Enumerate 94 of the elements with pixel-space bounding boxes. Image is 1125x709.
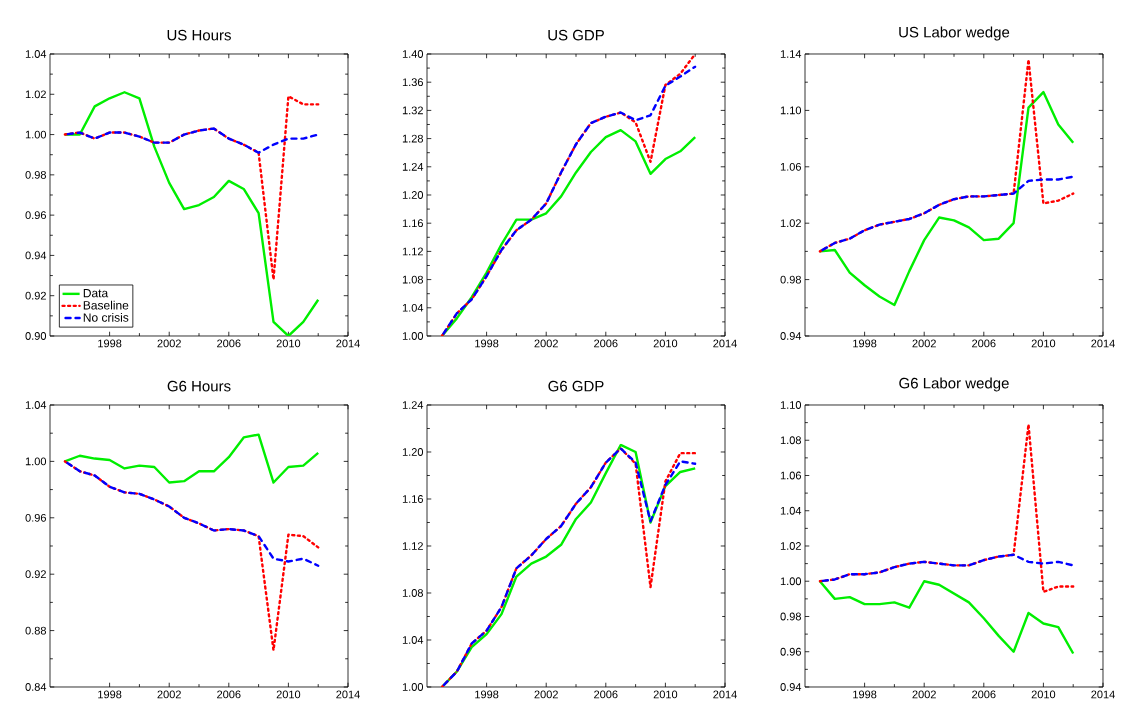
x-tick-label: 2010 (1031, 690, 1056, 699)
line-series (63, 460, 320, 567)
y-tick-label: 1.08 (402, 589, 423, 597)
y-tick-label: 1.16 (402, 495, 423, 503)
y-tick-label: 1.04 (402, 303, 424, 312)
x-tick-label: 2002 (157, 690, 181, 699)
y-tick-label: 0.98 (780, 275, 801, 284)
chart-title: US Labor wedge (899, 26, 1010, 41)
x-tick-label: 2014 (1091, 690, 1115, 699)
x-tick-label: 2010 (1031, 339, 1056, 348)
line-series (63, 460, 320, 652)
y-tick-label: 1.06 (780, 471, 801, 480)
x-tick-label: 2010 (653, 690, 678, 699)
y-tick-label: 1.12 (402, 247, 423, 256)
x-tick-label: 2006 (594, 690, 618, 699)
y-tick-label: 0.96 (25, 513, 46, 522)
y-tick-label: 1.16 (402, 219, 423, 228)
legend-label: No crisis (83, 312, 129, 322)
y-tick-label: 1.20 (402, 191, 424, 199)
y-tick-label: 1.10 (780, 106, 802, 115)
legend-label: Data (83, 288, 109, 298)
y-tick-label: 1.08 (780, 436, 801, 445)
line-series (818, 90, 1075, 307)
chart-title: G6 Hours (167, 380, 231, 392)
y-tick-label: 0.96 (25, 211, 46, 220)
x-tick-label: 2014 (713, 339, 737, 348)
y-tick-label: 1.24 (402, 162, 424, 171)
y-tick-label: 0.96 (780, 647, 801, 656)
x-tick-label: 2002 (534, 339, 558, 348)
x-tick-label: 2006 (217, 690, 241, 699)
line-series (63, 95, 320, 281)
y-tick-label: 1.02 (780, 219, 801, 228)
x-tick-label: 1998 (475, 690, 499, 699)
y-tick-label: 1.14 (780, 50, 802, 58)
x-tick-label: 2002 (912, 339, 936, 348)
y-tick-label: 0.94 (25, 251, 47, 260)
line-series (818, 175, 1075, 253)
x-tick-label: 2006 (217, 339, 241, 348)
y-tick-label: 1.40 (402, 50, 424, 58)
y-tick-label: 1.04 (25, 401, 47, 409)
x-tick-label: 2006 (972, 339, 996, 348)
y-tick-label: 1.08 (402, 275, 423, 284)
y-tick-label: 1.20 (402, 448, 424, 456)
y-tick-label: 1.02 (25, 90, 46, 99)
x-tick-label: 2006 (972, 690, 996, 699)
line-series (818, 58, 1075, 253)
y-tick-label: 1.00 (780, 577, 802, 586)
y-tick-label: 1.24 (402, 401, 424, 409)
y-tick-label: 0.94 (780, 332, 802, 340)
y-tick-label: 0.84 (25, 683, 47, 691)
y-tick-label: 1.28 (402, 134, 423, 143)
x-tick-label: 1998 (475, 339, 499, 348)
y-tick-label: 1.12 (402, 542, 423, 550)
legend-label: Baseline (83, 300, 129, 310)
chart-title: US GDP (548, 29, 604, 41)
y-tick-label: 1.00 (25, 457, 47, 466)
y-tick-label: 0.88 (25, 626, 46, 635)
y-tick-label: 1.04 (25, 50, 47, 58)
y-tick-label: 0.90 (25, 332, 47, 340)
x-tick-label: 2014 (1091, 339, 1115, 348)
y-tick-label: 0.92 (25, 570, 46, 579)
chart-title: US Hours (167, 29, 231, 41)
x-tick-label: 2006 (594, 339, 618, 348)
y-tick-label: 1.36 (402, 78, 423, 87)
y-tick-label: 1.04 (402, 636, 424, 644)
x-tick-label: 2002 (534, 690, 558, 699)
chart-title: G6 Labor wedge (899, 377, 1009, 392)
x-tick-label: 1998 (98, 339, 122, 348)
x-tick-label: 2002 (157, 339, 181, 348)
x-tick-label: 2014 (336, 339, 360, 348)
y-tick-label: 1.00 (402, 683, 424, 691)
chart-title: G6 GDP (548, 380, 604, 392)
x-tick-label: 1998 (853, 339, 877, 348)
y-tick-label: 0.98 (25, 170, 46, 179)
y-tick-label: 1.32 (402, 106, 423, 115)
y-tick-label: 0.98 (780, 612, 801, 621)
y-tick-label: 0.92 (25, 291, 46, 300)
x-tick-label: 2002 (912, 690, 936, 699)
y-tick-label: 1.04 (780, 506, 802, 515)
line-series (63, 433, 320, 484)
x-tick-label: 2010 (276, 690, 301, 699)
y-tick-label: 1.00 (402, 332, 424, 340)
x-tick-label: 1998 (98, 690, 122, 699)
y-tick-label: 1.00 (25, 130, 47, 139)
x-tick-label: 2010 (653, 339, 678, 348)
x-tick-label: 1998 (853, 690, 877, 699)
x-tick-label: 2010 (276, 339, 301, 348)
y-tick-label: 1.02 (780, 542, 801, 550)
line-series (818, 423, 1075, 594)
y-tick-label: 1.06 (780, 162, 801, 171)
y-tick-label: 0.94 (780, 683, 802, 691)
x-tick-label: 2014 (336, 690, 360, 699)
y-tick-label: 1.10 (780, 401, 802, 409)
x-tick-label: 2014 (713, 690, 737, 699)
